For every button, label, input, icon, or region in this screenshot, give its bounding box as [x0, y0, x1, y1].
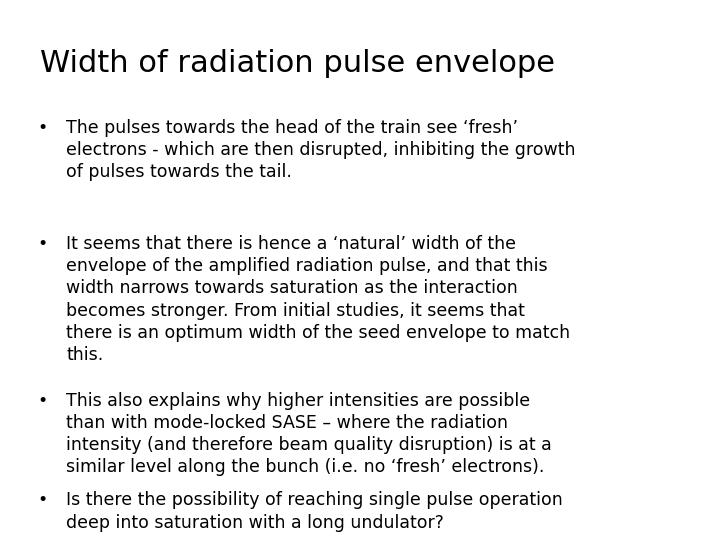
Text: It seems that there is hence a ‘natural’ width of the
envelope of the amplified : It seems that there is hence a ‘natural’…	[66, 235, 570, 364]
Text: •: •	[37, 491, 48, 509]
Text: •: •	[37, 392, 48, 409]
Text: Is there the possibility of reaching single pulse operation
deep into saturation: Is there the possibility of reaching sin…	[66, 491, 563, 531]
Text: Width of radiation pulse envelope: Width of radiation pulse envelope	[40, 49, 554, 78]
Text: This also explains why higher intensities are possible
than with mode-locked SAS: This also explains why higher intensitie…	[66, 392, 552, 476]
Text: •: •	[37, 235, 48, 253]
Text: The pulses towards the head of the train see ‘fresh’
electrons - which are then : The pulses towards the head of the train…	[66, 119, 576, 181]
Text: •: •	[37, 119, 48, 137]
